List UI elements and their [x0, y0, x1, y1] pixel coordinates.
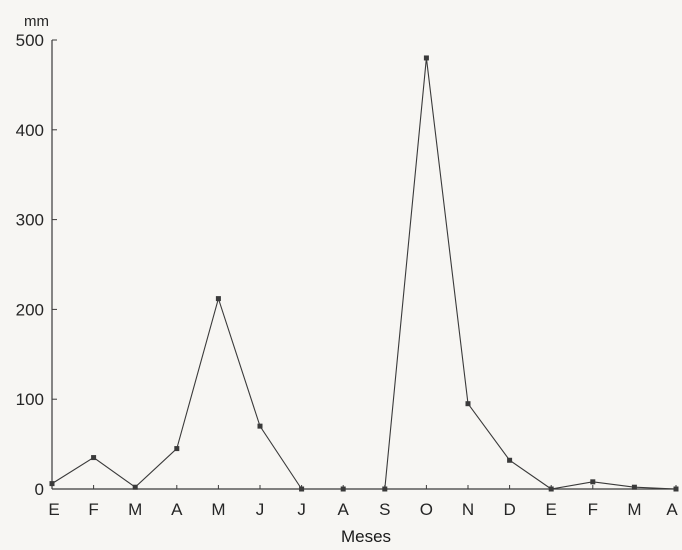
x-tick-label: S — [379, 500, 390, 519]
data-point — [423, 55, 429, 61]
data-point — [299, 486, 305, 492]
data-point — [465, 401, 471, 407]
y-tick-label: 100 — [16, 390, 44, 409]
x-tick-label: E — [546, 500, 557, 519]
x-axis-title: Meses — [341, 527, 391, 546]
data-point — [590, 479, 596, 485]
data-point — [673, 486, 679, 492]
y-tick-label: 500 — [16, 31, 44, 50]
data-point — [340, 486, 346, 492]
x-tick-label: O — [420, 500, 433, 519]
x-tick-label: M — [627, 500, 641, 519]
y-tick-label: 0 — [35, 480, 44, 499]
data-point — [49, 481, 55, 487]
x-tick-label: M — [128, 500, 142, 519]
data-point — [174, 446, 180, 452]
y-axis-ticks: 0 100 200 300 400 500 — [16, 31, 57, 499]
data-point — [507, 457, 513, 463]
series-group — [49, 55, 679, 492]
x-tick-label: A — [666, 500, 678, 519]
data-point — [91, 455, 97, 461]
data-point — [257, 423, 263, 429]
x-tick-label: M — [211, 500, 225, 519]
x-tick-label: F — [88, 500, 98, 519]
y-tick-label: 400 — [16, 121, 44, 140]
y-tick-label: 200 — [16, 300, 44, 319]
data-point — [548, 486, 554, 492]
x-tick-label: A — [171, 500, 183, 519]
x-tick-label: J — [256, 500, 265, 519]
y-tick-label: 300 — [16, 211, 44, 230]
data-point — [132, 484, 138, 490]
x-tick-label: D — [503, 500, 515, 519]
series-line — [51, 57, 677, 490]
x-tick-label: J — [297, 500, 306, 519]
data-point — [631, 484, 637, 490]
data-point — [215, 296, 221, 302]
x-tick-label: A — [338, 500, 350, 519]
x-tick-label: N — [462, 500, 474, 519]
data-point — [382, 486, 388, 492]
y-axis-unit-label: mm — [24, 13, 49, 30]
x-tick-label: E — [48, 500, 59, 519]
x-tick-label: F — [588, 500, 598, 519]
